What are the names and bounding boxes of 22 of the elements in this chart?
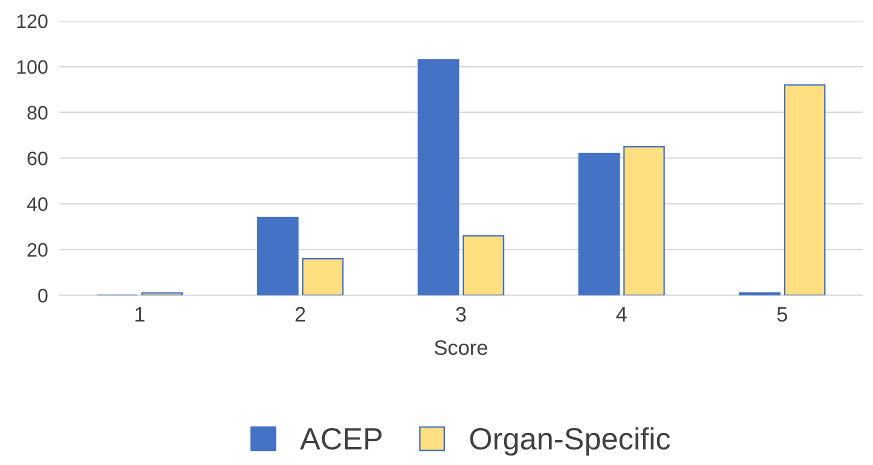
legend-label: Organ-Specific — [470, 427, 670, 456]
bar — [623, 146, 665, 296]
bar — [578, 152, 620, 296]
legend-label: ACEP — [300, 428, 382, 450]
y-tick-label: 100 — [17, 60, 48, 74]
y-tick-label: 0 — [38, 288, 48, 303]
y-tick-label: 60 — [28, 152, 48, 166]
x-tick-label: 1 — [135, 307, 144, 322]
x-tick-label: 4 — [616, 307, 627, 322]
y-tick-label: 120 — [17, 14, 48, 28]
x-tick-label: 3 — [456, 306, 466, 322]
bar — [257, 216, 299, 296]
x-tick-label: 2 — [296, 306, 306, 322]
y-tick-label: 40 — [27, 197, 48, 212]
bar — [784, 84, 826, 296]
x-tick-label: 5 — [777, 307, 788, 322]
bar — [462, 235, 504, 296]
bar — [302, 258, 344, 296]
x-axis-title: Score — [434, 340, 488, 355]
bar — [418, 59, 460, 296]
y-tick-label: 80 — [27, 106, 48, 120]
y-tick-label: 20 — [28, 243, 48, 257]
